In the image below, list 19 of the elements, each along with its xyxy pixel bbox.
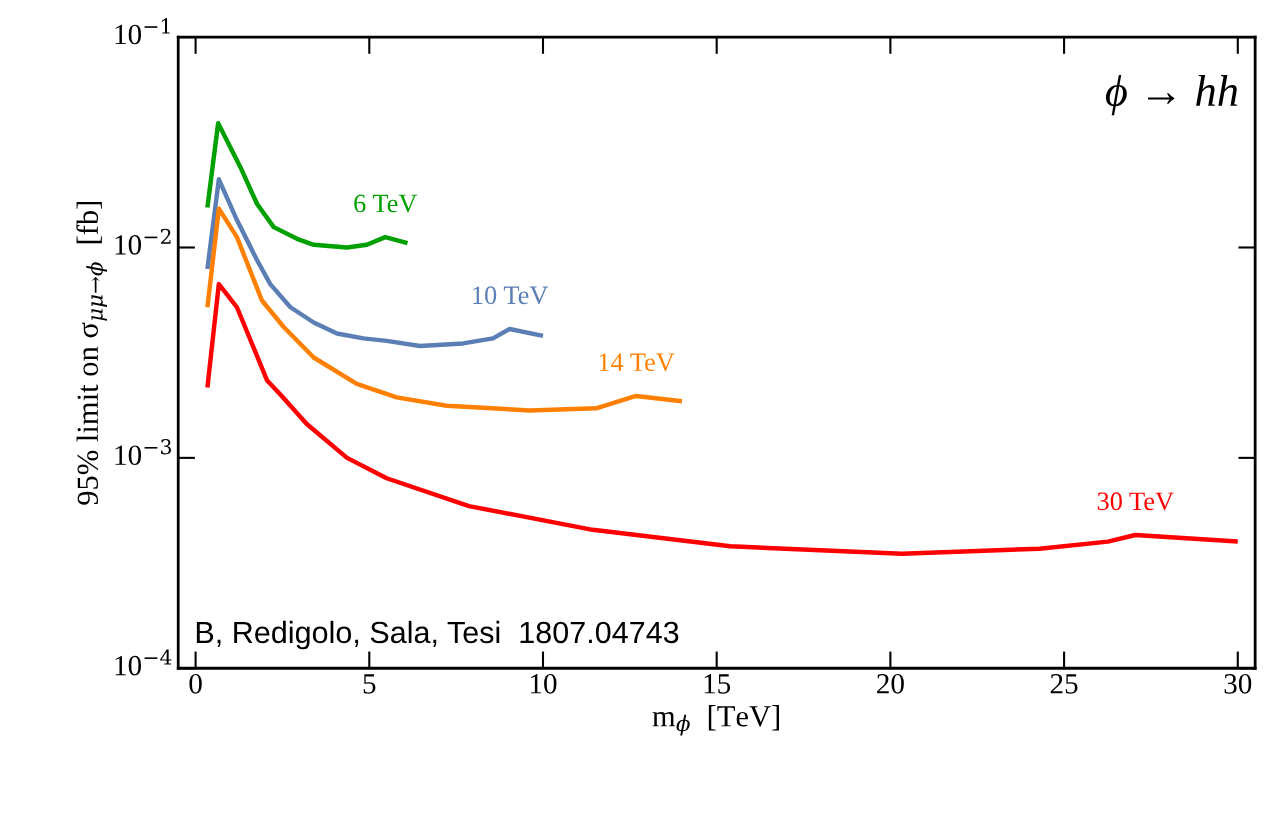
series-label: 14 TeV	[599, 353, 675, 372]
y-tick-label: 10$^{−3}$	[115, 439, 171, 466]
x-tick-label: 0	[189, 673, 202, 694]
x-tick-label: 25	[1050, 674, 1078, 694]
series-label: 6 TeV	[354, 194, 418, 213]
y-tick-label: 10$^{−2}$	[115, 228, 171, 255]
annotation: B, Redigolo, Sala, Tesi 1807.04743	[196, 620, 679, 650]
annotation: ϕ → hh	[1105, 74, 1238, 116]
y-axis-title: 95% limit on σ$_{μμ→ϕ}$ [fb]	[76, 201, 107, 505]
series-label: 30 TeV	[1097, 492, 1174, 511]
x-tick-label: 20	[877, 673, 904, 694]
x-axis-title: m$_{ϕ}$ [TeV]	[652, 705, 779, 736]
x-tick-label: 15	[704, 674, 731, 694]
x-tick-label: 10	[530, 673, 557, 694]
y-tick-label: 10$^{−4}$	[115, 649, 172, 676]
series-label: 10 TeV	[473, 286, 549, 305]
x-tick-label: 30	[1224, 673, 1252, 694]
y-tick-label: 10$^{−1}$	[115, 18, 170, 45]
x-tick-label: 5	[363, 674, 376, 694]
